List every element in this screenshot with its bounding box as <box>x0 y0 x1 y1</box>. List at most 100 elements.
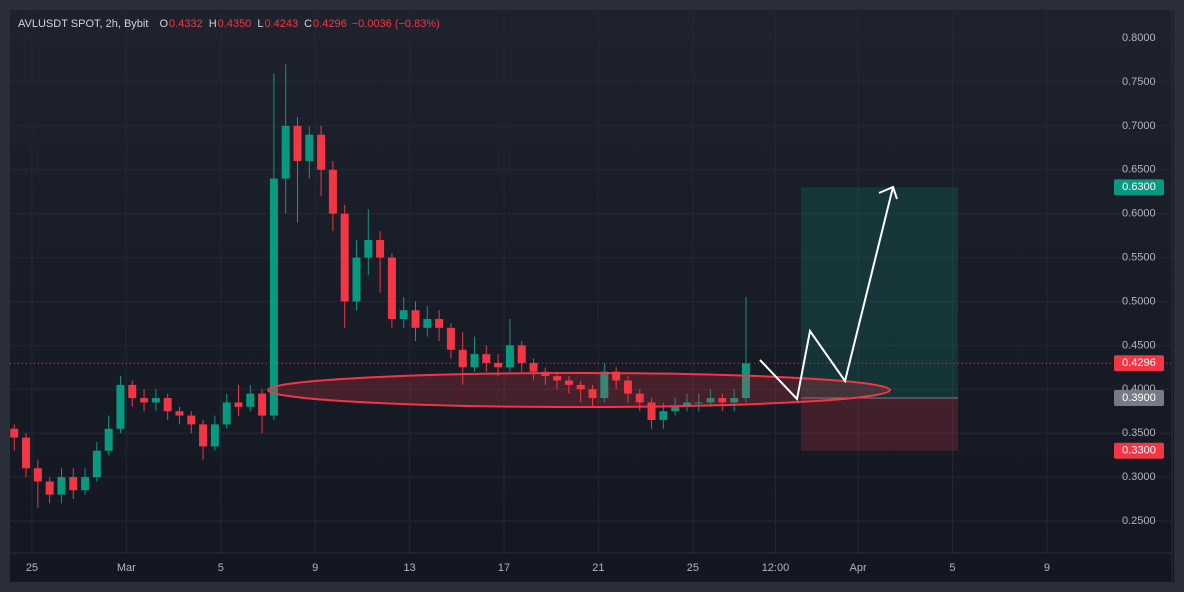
change: −0.0036 (−0.83%) <box>352 18 440 30</box>
candle-body <box>140 398 149 403</box>
last-price-label: 0.4296 <box>1122 357 1156 369</box>
candle-body <box>340 213 349 302</box>
candle-body <box>612 371 621 381</box>
target-badge <box>1114 179 1164 196</box>
candle-body <box>57 477 66 495</box>
candle-body <box>364 240 373 258</box>
y-tick-label: 0.5500 <box>1122 251 1156 263</box>
candle-body <box>387 257 396 320</box>
candle-body <box>187 415 196 425</box>
y-tick-label: 0.5000 <box>1122 295 1156 307</box>
y-tick-label: 0.6500 <box>1122 164 1156 176</box>
y-tick-label: 0.7500 <box>1122 76 1156 88</box>
candle-body <box>328 169 337 214</box>
stop-zone <box>801 398 958 451</box>
x-tick-label: 17 <box>498 562 510 574</box>
x-tick-label: 5 <box>218 562 224 574</box>
entry-badge <box>1114 390 1164 407</box>
candle-body <box>730 398 739 403</box>
y-tick-label: 0.6000 <box>1122 208 1156 220</box>
candle-body <box>411 310 420 328</box>
x-tick-label: 9 <box>1044 562 1050 574</box>
candle-body <box>45 481 54 495</box>
header-legend: AVLUSDT SPOT, 2h, Bybit O0.4332 H0.4350 L0… <box>18 18 440 30</box>
y-tick-label: 0.3500 <box>1122 427 1156 439</box>
candle-body <box>128 384 137 399</box>
candle-body <box>529 362 538 372</box>
candle-body <box>494 362 503 368</box>
last-price-badge <box>1114 355 1164 372</box>
chart-background <box>10 10 1174 582</box>
candle-body <box>258 393 267 416</box>
candle-body <box>446 327 455 350</box>
candle-body <box>376 240 385 258</box>
support-zone <box>267 372 891 408</box>
candle-body <box>659 411 668 420</box>
entry-label: 0.3900 <box>1122 392 1156 404</box>
x-tick-label: Mar <box>117 562 136 574</box>
candle-body <box>163 398 172 412</box>
projection-path <box>759 186 894 402</box>
y-tick-label: 0.3000 <box>1122 471 1156 483</box>
candle-body <box>269 178 278 416</box>
candles <box>10 64 750 508</box>
x-tick-label: 25 <box>26 562 38 574</box>
candle-body <box>352 257 361 302</box>
candle-body <box>623 380 632 394</box>
ohlc-key: L <box>257 18 263 30</box>
candle-body <box>199 424 208 447</box>
candle-body <box>234 402 243 407</box>
y-tick-label: 0.2500 <box>1122 515 1156 527</box>
stop-badge <box>1114 442 1164 459</box>
candle-body <box>600 371 609 399</box>
x-tick-label: 21 <box>592 562 604 574</box>
overlay <box>10 187 1172 451</box>
candle-body <box>458 349 467 368</box>
ohlc-value: 0.4243 <box>264 18 298 30</box>
candle-body <box>92 450 101 478</box>
candle-body <box>647 402 656 420</box>
candle-body <box>222 402 231 425</box>
candle-body <box>718 398 727 403</box>
candle-body <box>435 319 444 328</box>
candle-body <box>293 125 302 162</box>
candle-body <box>81 477 90 491</box>
candle-body <box>553 376 562 381</box>
y-tick-label: 0.7000 <box>1122 120 1156 132</box>
candle-body <box>281 125 290 179</box>
ohlc-key: H <box>209 18 217 30</box>
x-tick-label: 13 <box>403 562 415 574</box>
x-tick-label: 5 <box>949 562 955 574</box>
projection-arrowhead <box>878 185 898 200</box>
y-tick-label: 0.4500 <box>1122 339 1156 351</box>
candle-body <box>22 437 31 469</box>
ohlc-value: 0.4296 <box>313 18 347 30</box>
ohlc-value: 0.4350 <box>218 18 252 30</box>
candle-body <box>33 468 42 482</box>
candle-body <box>10 428 19 438</box>
candle-body <box>305 134 314 162</box>
ohlc-value: 0.4332 <box>169 18 203 30</box>
x-tick-label: 9 <box>312 562 318 574</box>
candle-body <box>104 428 113 451</box>
x-tick-label: 25 <box>687 562 699 574</box>
candle-body <box>576 384 585 390</box>
stop-label: 0.3300 <box>1122 445 1156 457</box>
candle-body <box>116 384 125 429</box>
candle-body <box>317 134 326 170</box>
candle-body <box>151 398 160 403</box>
candle-body <box>588 389 597 399</box>
candle-body <box>564 380 573 385</box>
candle-body <box>741 363 750 399</box>
axes: 0.25000.30000.35000.40000.45000.50000.55… <box>26 32 1164 574</box>
candle-body <box>671 406 680 412</box>
candle-body <box>694 402 703 404</box>
target-zone <box>801 187 958 399</box>
candle-body <box>210 424 219 447</box>
candle-body <box>505 345 514 368</box>
candle-body <box>175 411 184 416</box>
candle-body <box>635 393 644 403</box>
candle-body <box>69 477 78 491</box>
